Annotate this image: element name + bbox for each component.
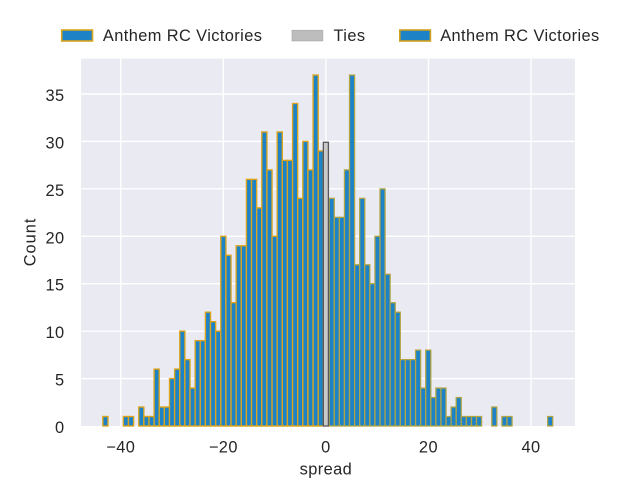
svg-text:0: 0 <box>55 419 65 437</box>
svg-text:5: 5 <box>55 372 65 390</box>
svg-text:−40: −40 <box>106 439 135 457</box>
svg-text:Ties: Ties <box>334 27 366 45</box>
svg-text:10: 10 <box>45 324 64 342</box>
svg-text:Anthem RC Victories: Anthem RC Victories <box>103 27 262 45</box>
svg-text:25: 25 <box>45 182 64 200</box>
svg-text:spread: spread <box>300 460 353 478</box>
svg-text:−20: −20 <box>209 439 238 457</box>
svg-text:0: 0 <box>321 439 331 457</box>
svg-text:15: 15 <box>45 277 64 295</box>
svg-text:Anthem RC Victories: Anthem RC Victories <box>440 27 599 45</box>
svg-text:30: 30 <box>45 134 64 152</box>
svg-text:35: 35 <box>45 87 64 105</box>
svg-text:40: 40 <box>521 439 540 457</box>
svg-text:Count: Count <box>22 218 40 267</box>
svg-text:20: 20 <box>419 439 438 457</box>
svg-text:20: 20 <box>45 229 64 247</box>
